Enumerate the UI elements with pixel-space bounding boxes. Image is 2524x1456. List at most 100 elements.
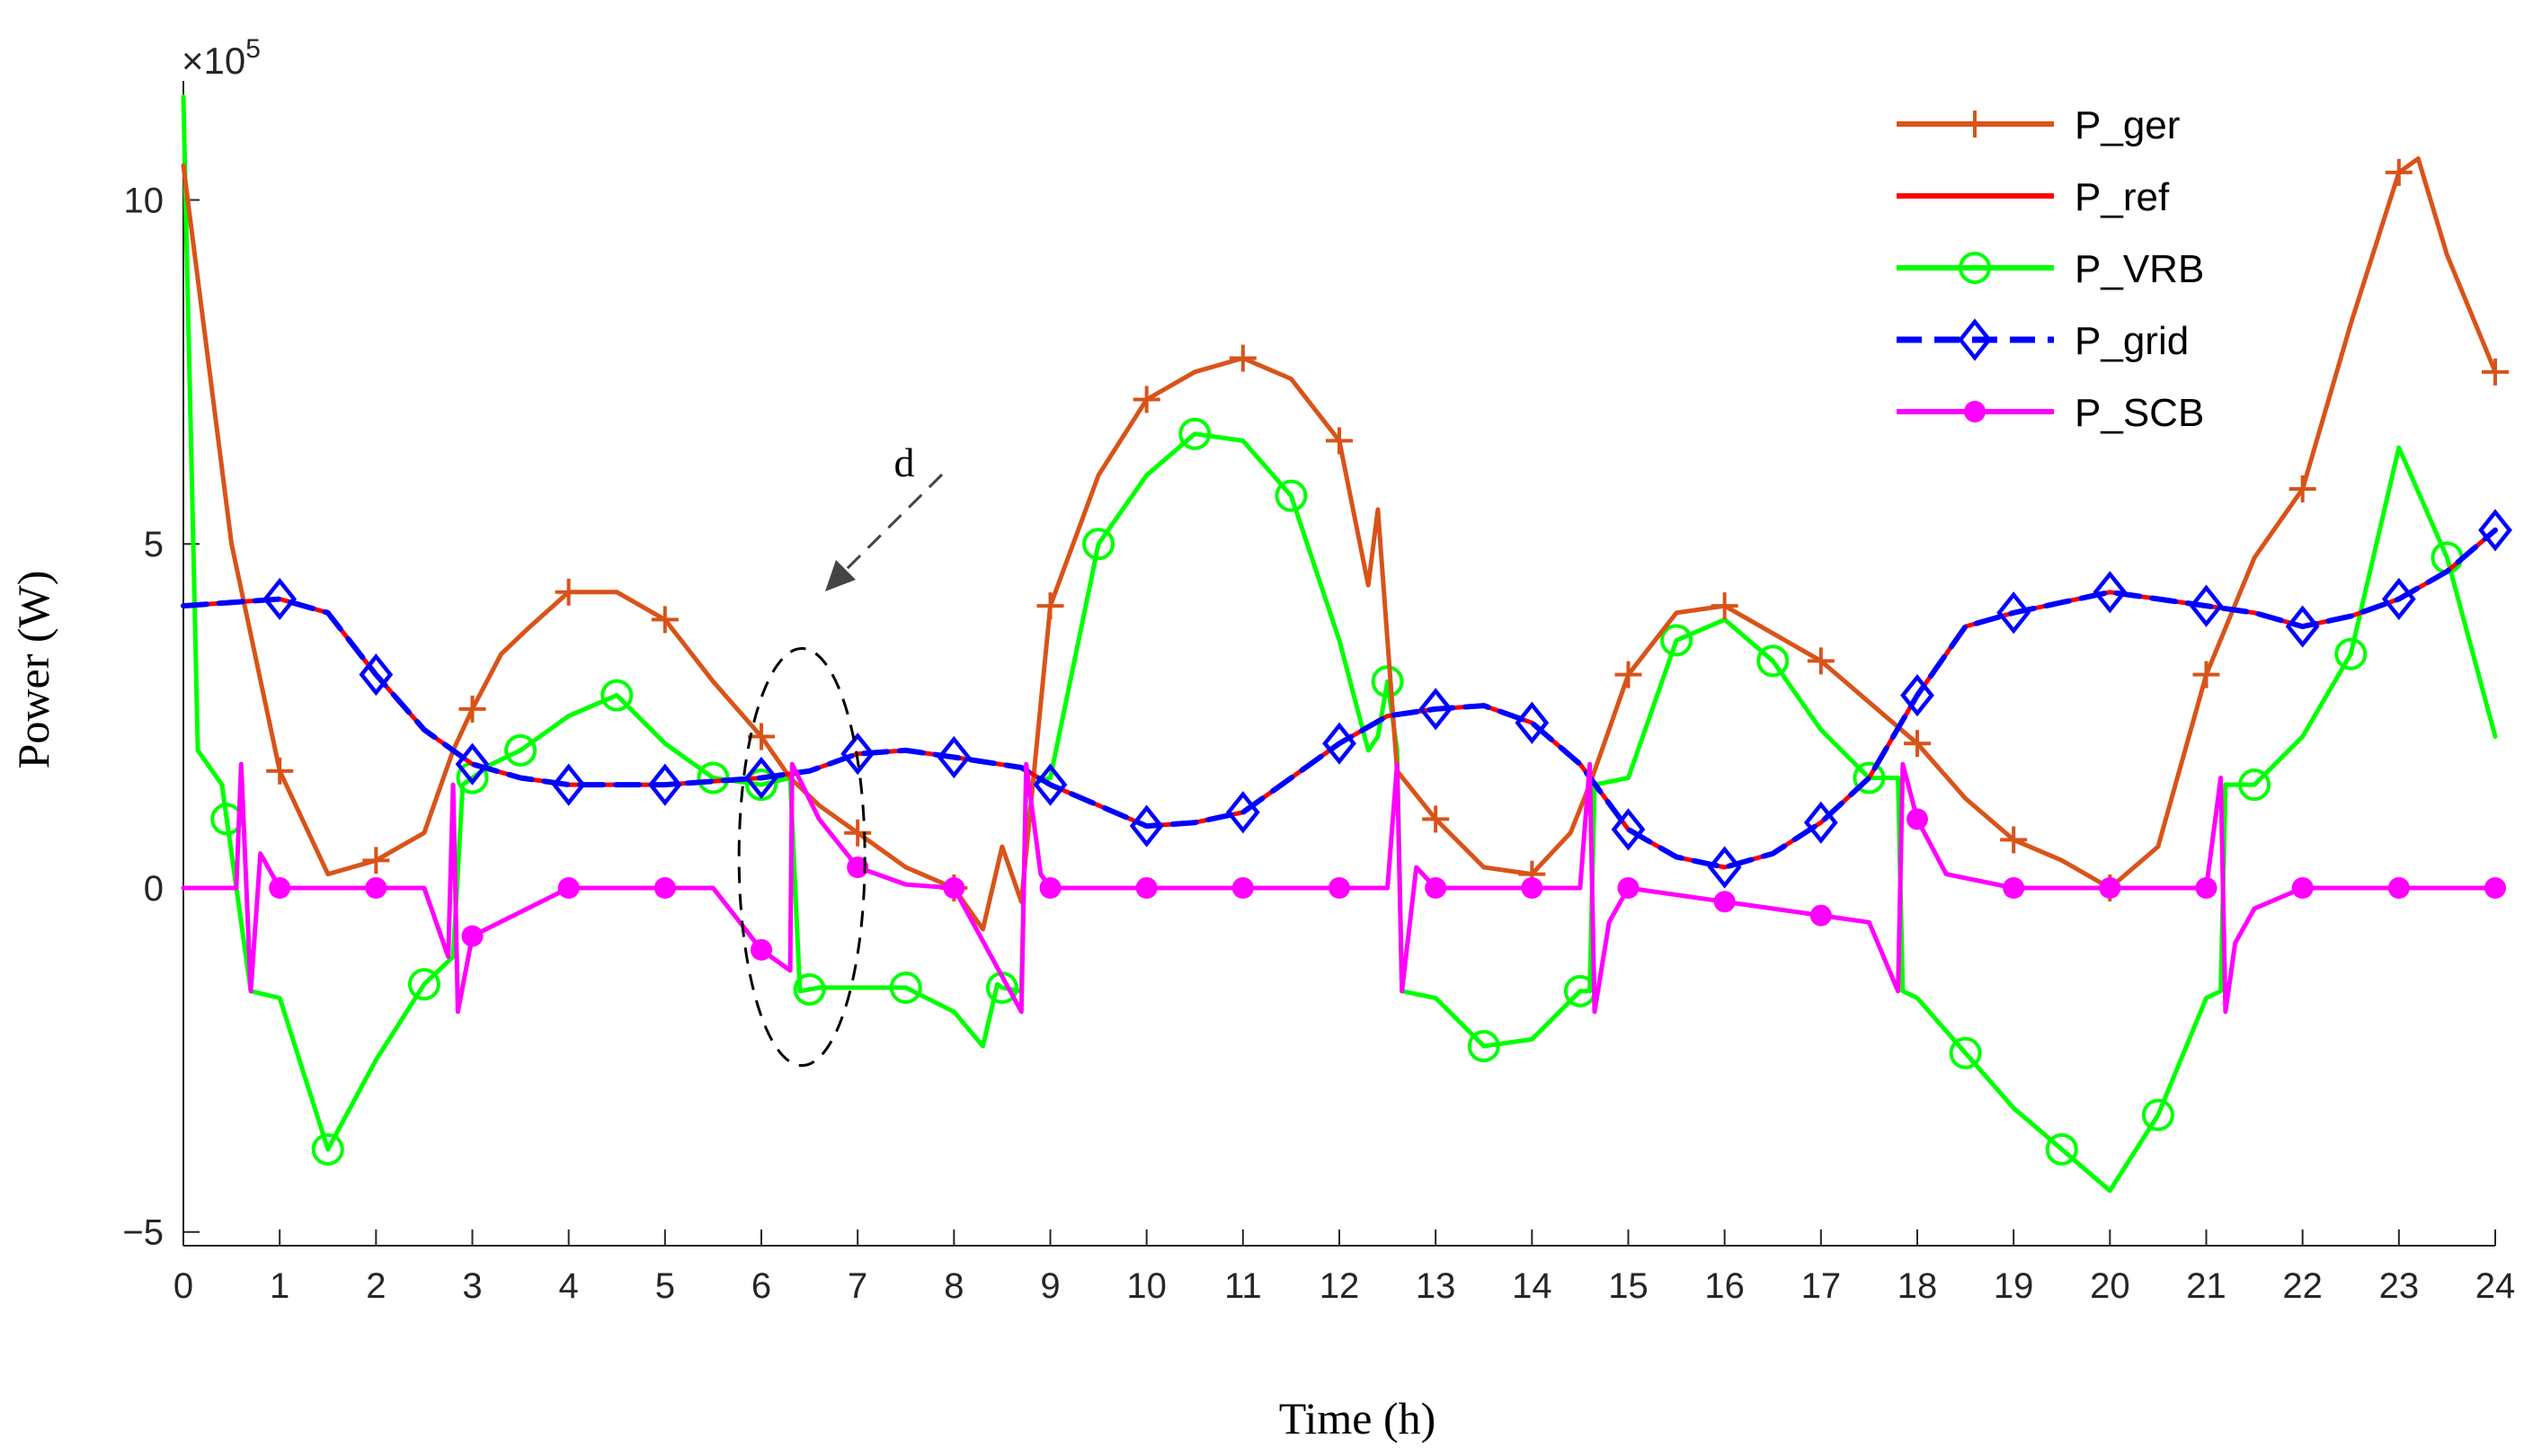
marker-p-ger	[1422, 805, 1450, 833]
marker-p-ger	[266, 757, 294, 785]
y-exponent-power: 5	[245, 34, 261, 64]
marker-p-grid	[2189, 584, 2224, 627]
x-tick-label: 2	[366, 1266, 386, 1306]
marker-p-scb	[2195, 876, 2217, 899]
marker-p-scb	[2387, 876, 2410, 899]
marker-p-vrb	[1275, 479, 1308, 512]
line-p-ref	[181, 528, 2498, 870]
marker-p-scb	[269, 876, 291, 899]
marker-p-scb	[2484, 876, 2506, 899]
marker-p-vrb	[2141, 1098, 2174, 1132]
legend: P_ger P_ref P_VRB P_grid P_SCB	[1897, 103, 2204, 435]
x-tick-label: 16	[1704, 1266, 1745, 1306]
marker-p-scb	[1521, 876, 1543, 899]
x-tick-label: 0	[173, 1266, 193, 1306]
x-tick-label: 1	[270, 1266, 289, 1306]
marker-p-vrb	[1949, 1036, 1982, 1070]
marker-p-scb	[1039, 876, 1062, 899]
x-tick-label: 22	[2282, 1266, 2323, 1306]
marker-p-vrb	[504, 733, 538, 767]
marker-p-ger	[2482, 358, 2509, 386]
marker-p-vrb	[1178, 417, 1212, 450]
marker-p-vrb	[1756, 644, 1790, 678]
marker-p-grid	[1129, 804, 1164, 848]
marker-p-grid	[1033, 763, 1068, 806]
annotation-label: d	[894, 439, 915, 485]
y-tick-label: −5	[122, 1213, 164, 1253]
legend-item-p-vrb: P_VRB	[1897, 247, 2204, 291]
annotation-ellipse	[737, 647, 867, 1068]
annotation-arrowhead	[825, 560, 856, 591]
marker-p-scb	[653, 876, 676, 899]
marker-p-ger	[2288, 475, 2316, 502]
x-tick-label: 3	[462, 1266, 482, 1306]
marker-p-grid	[1225, 791, 1260, 834]
marker-p-ger	[1229, 344, 1257, 372]
legend-label: P_ger	[2075, 103, 2180, 147]
marker-p-vrb	[2238, 768, 2271, 802]
series-p-ref	[181, 528, 2498, 870]
marker-p-vrb	[407, 968, 440, 1001]
marker-p-ger	[1614, 661, 1642, 688]
legend-marker	[1961, 111, 1988, 138]
marker-p-ger	[555, 578, 582, 606]
marker-p-grid	[1515, 701, 1550, 744]
x-tick-label: 19	[1994, 1266, 2034, 1306]
marker-p-scb	[1809, 904, 1832, 927]
marker-p-ger	[362, 847, 390, 874]
x-tick-label: 18	[1897, 1266, 1938, 1306]
marker-p-grid	[2381, 577, 2416, 621]
marker-p-scb	[1713, 891, 1736, 913]
series-p-vrb	[181, 94, 2498, 1194]
marker-p-vrb	[1660, 624, 1693, 657]
x-tick-label: 5	[655, 1266, 675, 1306]
x-tick-label: 23	[2379, 1266, 2420, 1306]
legend-item-p-ger: P_ger	[1897, 103, 2180, 147]
legend-marker	[1958, 318, 1992, 361]
marker-p-ger	[1036, 592, 1064, 620]
marker-p-grid	[1803, 801, 1838, 844]
y-tick-label: 10	[124, 181, 164, 220]
marker-p-ger	[748, 723, 775, 750]
marker-p-vrb	[2334, 637, 2368, 670]
marker-p-ger	[1904, 730, 1931, 758]
marker-p-grid	[840, 732, 875, 776]
marker-p-scb	[1135, 876, 1158, 899]
x-tick-label: 14	[1512, 1266, 1552, 1306]
marker-p-ger	[1326, 427, 1353, 455]
y-tick-label: 5	[144, 525, 164, 564]
marker-p-grid	[1418, 688, 1453, 731]
series-group	[181, 94, 2512, 1194]
marker-p-ger	[844, 819, 872, 847]
x-tick-label: 9	[1040, 1266, 1060, 1306]
annotation-d: d	[737, 439, 944, 1068]
legend-item-p-grid: P_grid	[1897, 318, 2189, 363]
marker-p-scb	[943, 876, 965, 899]
legend-item-p-scb: P_SCB	[1897, 391, 2204, 435]
marker-p-ger	[458, 695, 486, 723]
marker-p-grid	[262, 577, 298, 621]
marker-p-vrb	[600, 679, 634, 712]
marker-p-grid	[744, 756, 778, 800]
x-tick-label: 8	[944, 1266, 964, 1306]
marker-p-vrb	[889, 971, 922, 1004]
x-tick-label: 4	[559, 1266, 579, 1306]
marker-p-vrb	[2045, 1132, 2078, 1166]
x-tick-label: 13	[1416, 1266, 1456, 1306]
y-exponent-base: ×10	[182, 40, 245, 82]
marker-p-scb	[1231, 876, 1254, 899]
legend-marker	[1959, 252, 1991, 284]
x-axis-label: Time (h)	[1279, 1393, 1436, 1443]
x-tick-label: 7	[848, 1266, 867, 1306]
marker-p-grid	[455, 742, 490, 786]
marker-p-scb	[2003, 876, 2025, 899]
marker-p-scb	[365, 876, 387, 899]
x-tick-label: 12	[1320, 1266, 1360, 1306]
x-tick-label: 11	[1224, 1266, 1262, 1306]
marker-p-scb	[2099, 876, 2121, 899]
marker-p-grid	[2285, 605, 2320, 648]
marker-p-scb	[1906, 808, 1928, 830]
marker-p-grid	[359, 653, 394, 697]
x-tick-label: 21	[2186, 1266, 2226, 1306]
marker-p-ger	[2192, 661, 2220, 688]
